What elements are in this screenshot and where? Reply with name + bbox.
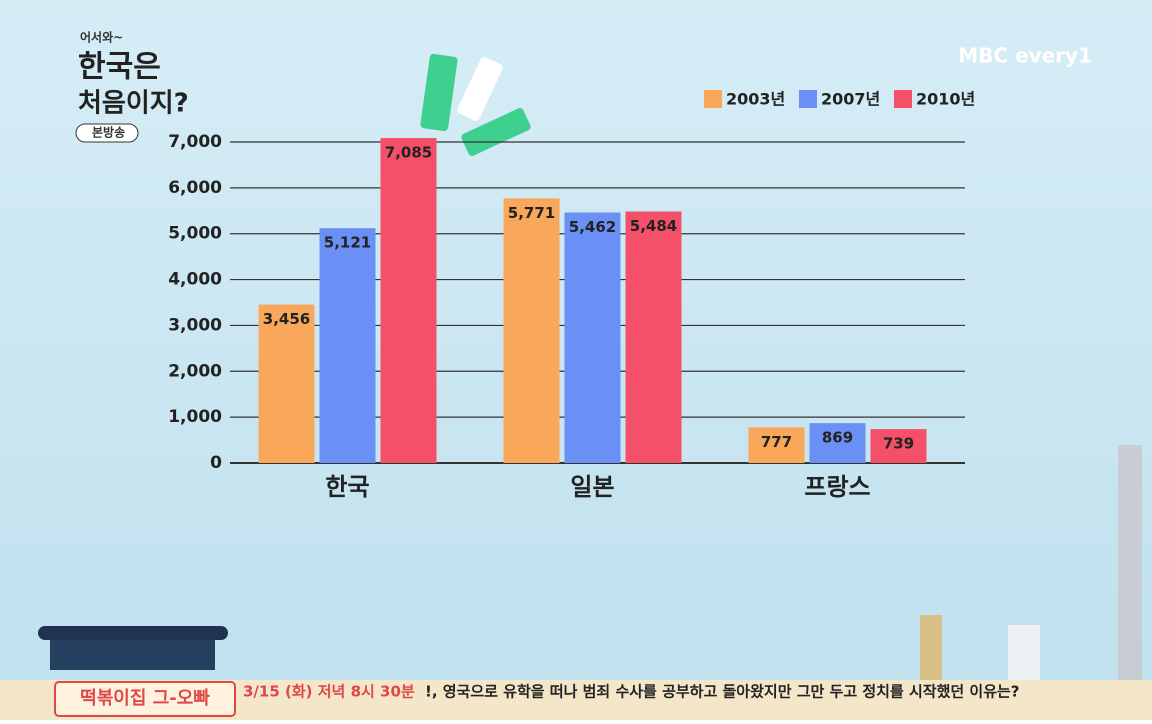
x-tick-label: 한국 bbox=[325, 473, 369, 501]
value-label: 7,085 bbox=[385, 144, 432, 162]
y-tick-label: 7,000 bbox=[168, 132, 222, 152]
bar bbox=[564, 212, 621, 463]
ticker-title-box bbox=[54, 681, 236, 717]
legend-label: 2007년 bbox=[821, 90, 880, 109]
x-tick-label: 프랑스 bbox=[804, 473, 870, 501]
bar bbox=[319, 228, 376, 463]
legend-swatch bbox=[704, 90, 722, 108]
value-label: 5,462 bbox=[569, 218, 616, 236]
bar bbox=[258, 304, 315, 463]
y-tick-label: 0 bbox=[210, 453, 222, 473]
value-label: 5,771 bbox=[508, 204, 555, 222]
ticker-title: 떡볶이집 그-오빠 bbox=[80, 688, 210, 709]
bar bbox=[625, 211, 682, 463]
y-tick-label: 1,000 bbox=[168, 407, 222, 427]
ticker-time: 3/15 (화) 저녁 8시 30분 bbox=[243, 683, 415, 701]
logo-text: 한국은 bbox=[78, 50, 161, 85]
chart: 0 1,000 2,000 3,000 4,000 5,000 6,000 7,000 한국 3,… bbox=[168, 90, 975, 502]
bar bbox=[870, 429, 927, 463]
legend-label: 2010년 bbox=[916, 90, 975, 109]
y-tick-label: 4,000 bbox=[168, 270, 222, 290]
value-label: 5,121 bbox=[324, 234, 371, 252]
bar bbox=[809, 423, 866, 463]
logo-text: 처음이지? bbox=[78, 89, 189, 119]
value-label: 3,456 bbox=[263, 310, 310, 328]
bar bbox=[380, 138, 437, 463]
value-label: 5,484 bbox=[630, 217, 677, 235]
decoration bbox=[38, 53, 1142, 690]
bar bbox=[748, 427, 805, 463]
y-tick-label: 5,000 bbox=[168, 224, 222, 244]
ticker-text: !, 영국으로 유학을 떠나 범죄 수사를 공부하고 돌아왔지만 그만 두고 정… bbox=[425, 683, 1020, 701]
legend-swatch bbox=[894, 90, 912, 108]
y-tick-label: 3,000 bbox=[168, 315, 222, 335]
y-tick-label: 6,000 bbox=[168, 178, 222, 198]
y-tick-label: 2,000 bbox=[168, 361, 222, 381]
legend-label: 2003년 bbox=[726, 90, 785, 109]
legend-swatch bbox=[799, 90, 817, 108]
value-label: 777 bbox=[761, 433, 792, 451]
channel-logo: MBC every1 bbox=[958, 44, 1092, 68]
x-tick-label: 일본 bbox=[570, 473, 614, 501]
bar bbox=[503, 198, 560, 463]
logo-text: 어서와~ bbox=[80, 30, 123, 45]
value-label: 739 bbox=[883, 435, 914, 453]
live-badge bbox=[75, 123, 139, 143]
value-label: 869 bbox=[822, 429, 853, 447]
live-badge-text: 본방송 bbox=[92, 125, 125, 140]
